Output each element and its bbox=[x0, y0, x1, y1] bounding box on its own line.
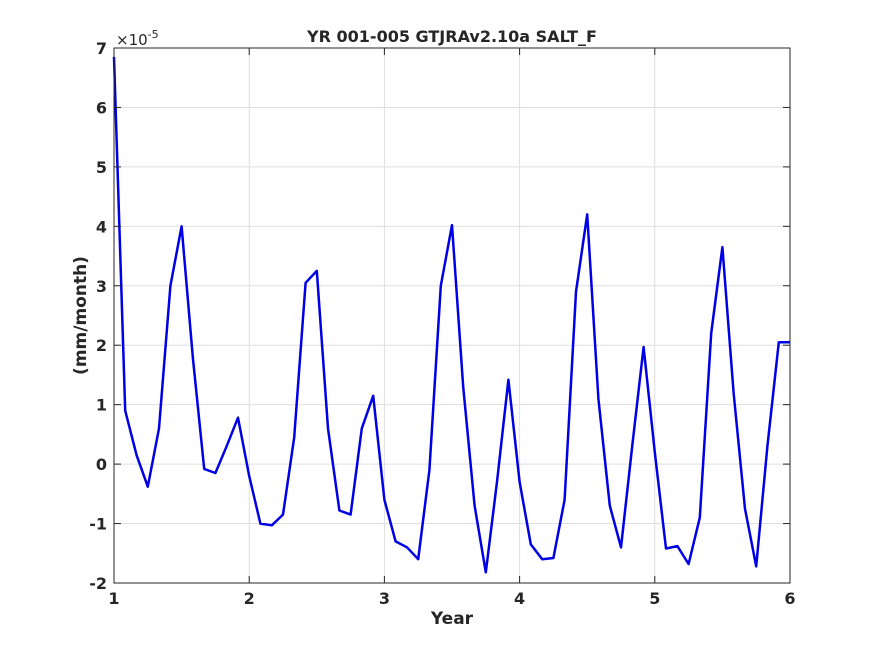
y-tick-label: 1 bbox=[96, 396, 107, 415]
y-multiplier-exponent: -5 bbox=[148, 28, 159, 41]
chart-title: YR 001-005 GTJRAv2.10a SALT_F bbox=[306, 27, 597, 46]
y-tick-label: 5 bbox=[96, 158, 107, 177]
axes-frame bbox=[113, 47, 791, 584]
x-tick-label: 3 bbox=[379, 589, 390, 608]
x-tick-label: 4 bbox=[514, 589, 525, 608]
x-axis-label: Year bbox=[430, 609, 474, 629]
x-tick-label: 5 bbox=[649, 589, 660, 608]
y-axis-label: (mm/month) bbox=[71, 256, 91, 375]
y-tick-label: -2 bbox=[89, 574, 107, 593]
y-tick-label: 2 bbox=[96, 336, 107, 355]
y-multiplier-base: ×10 bbox=[116, 31, 148, 49]
plot-area bbox=[114, 48, 790, 583]
y-tick-label: 3 bbox=[96, 277, 107, 296]
ticks bbox=[113, 47, 791, 584]
series-line bbox=[112, 56, 790, 574]
y-tick-label: 0 bbox=[96, 455, 107, 474]
series-layer bbox=[112, 56, 790, 574]
y-tick-label: 7 bbox=[96, 39, 107, 58]
x-tick-label: 6 bbox=[784, 589, 795, 608]
tick-labels: 1 2 3 4 5 6 -2 -1 0 1 2 3 4 5 6 7 bbox=[89, 39, 795, 608]
x-tick-label: 1 bbox=[108, 589, 119, 608]
x-tick-label: 2 bbox=[244, 589, 255, 608]
y-tick-label: -1 bbox=[89, 515, 107, 534]
y-tick-label: 4 bbox=[96, 217, 107, 236]
grid bbox=[113, 47, 791, 584]
y-tick-label: 6 bbox=[96, 98, 107, 117]
y-axis-multiplier: ×10-5 bbox=[116, 28, 159, 49]
